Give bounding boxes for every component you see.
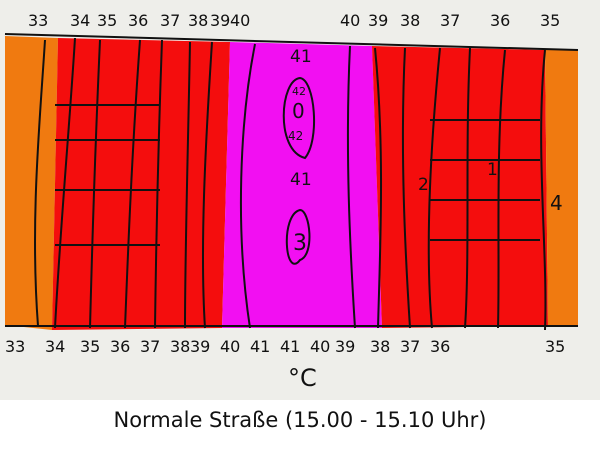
isotherm-label: 37 — [400, 337, 420, 356]
isotherm-label: 40 — [220, 337, 240, 356]
isoline — [239, 43, 256, 329]
isotherm-label: 36 — [430, 337, 450, 356]
band-orange-left — [5, 36, 58, 330]
isoline — [374, 47, 383, 329]
grid-right — [430, 119, 540, 241]
unit-label: °C — [288, 364, 317, 392]
isotherm-label: 40 — [230, 11, 250, 30]
isotherm-label: 36 — [110, 337, 130, 356]
isoline — [124, 39, 141, 329]
isoline — [346, 45, 356, 329]
band-orange-right — [545, 50, 578, 326]
inner-label: 41 — [290, 170, 312, 190]
isotherm-label: 37 — [160, 11, 180, 30]
isoline — [540, 49, 547, 331]
isoline — [154, 39, 163, 329]
isotherm-map-scan: 33 34 35 36 37 38 39 40 40 39 38 37 36 35 33 34 35 36 37 3… — [0, 0, 600, 400]
isotherm-label: 38 — [188, 11, 208, 30]
inner-label: 2 — [418, 175, 429, 195]
isotherm-label: 37 — [440, 11, 460, 30]
band-red-right — [372, 46, 548, 328]
road-top-edge — [4, 33, 579, 51]
inner-label: 1 — [487, 160, 498, 180]
isoline-42-closed — [282, 76, 316, 160]
isotherm-label: 36 — [128, 11, 148, 30]
isotherm-map: 33 34 35 36 37 38 39 40 40 39 38 37 36 35 33 34 35 36 37 3… — [4, 11, 579, 392]
isotherm-label: 40 — [310, 337, 330, 356]
isoline — [54, 37, 76, 329]
isotherm-label: 39 — [210, 11, 230, 30]
isotherm-label: 33 — [5, 337, 25, 356]
isotherm-label: 41 — [280, 337, 300, 356]
grid-left — [55, 104, 160, 246]
band-magenta — [222, 42, 382, 328]
isotherm-label: 35 — [97, 11, 117, 30]
isotherm-label: 33 — [28, 11, 48, 30]
isotherm-label: 35 — [80, 337, 100, 356]
inner-label: 41 — [290, 47, 312, 67]
isoline — [464, 47, 471, 329]
isotherm-label: 37 — [140, 337, 160, 356]
isotherm-label: 38 — [400, 11, 420, 30]
isotherm-label: 34 — [70, 11, 90, 30]
isotherm-label: 34 — [45, 337, 65, 356]
isoline — [401, 47, 411, 329]
inner-label: 3 — [293, 231, 307, 256]
isoline — [89, 39, 101, 329]
isoline-43-closed — [285, 208, 311, 265]
isoline — [184, 41, 191, 329]
caption: Normale Straße (15.00 - 15.10 Uhr) — [113, 408, 487, 432]
isotherm-label: 39 — [190, 337, 210, 356]
isotherm-label: 39 — [335, 337, 355, 356]
isotherm-label: 39 — [368, 11, 388, 30]
isoline — [427, 47, 441, 329]
inner-label: 0 — [292, 99, 305, 123]
isotherm-label: 38 — [170, 337, 190, 356]
inner-label: 4 — [550, 191, 563, 215]
isotherm-label: 35 — [540, 11, 560, 30]
isotherm-label: 38 — [370, 337, 390, 356]
inner-label: 42 — [292, 85, 306, 98]
isotherm-label: 41 — [250, 337, 270, 356]
isoline — [497, 49, 506, 329]
isotherm-label: 35 — [545, 337, 565, 356]
inner-label: 42 — [288, 129, 303, 143]
isoline — [34, 39, 46, 327]
isoline — [201, 41, 213, 329]
isotherm-label: 40 — [340, 11, 360, 30]
isotherm-label: 36 — [490, 11, 510, 30]
